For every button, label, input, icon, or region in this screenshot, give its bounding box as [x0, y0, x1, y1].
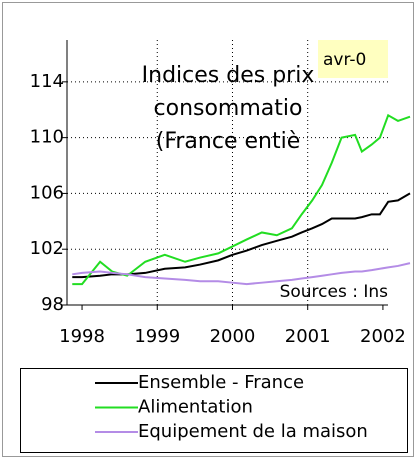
series-line [72, 262, 411, 286]
x-tick-label: 2001 [285, 326, 331, 347]
x-tick-label: 2002 [360, 326, 406, 347]
series-line [72, 192, 411, 279]
source: Sources : Ins [280, 282, 389, 302]
legend-label: Alimentation [138, 397, 253, 418]
series-line [72, 113, 411, 286]
y-tick-label: 114 [30, 71, 64, 92]
date-box [318, 40, 388, 78]
legend-label: Ensemble - France [138, 372, 304, 393]
legend-box [20, 368, 408, 453]
date-label: avr-0 [323, 50, 366, 70]
y-tick-label: 106 [30, 182, 64, 203]
legend-label: Equipement de la maison [138, 421, 368, 442]
x-tick-label: 1998 [59, 326, 105, 347]
x-tick-label: 1999 [134, 326, 180, 347]
title-line: consommatio [154, 96, 303, 121]
title-line: Indices des prix [142, 63, 315, 88]
y-tick-label: 98 [41, 294, 64, 315]
title-line: (France entiè [156, 129, 300, 154]
y-tick-label: 110 [30, 127, 64, 148]
y-tick-label: 102 [30, 238, 64, 259]
x-tick-label: 2000 [210, 326, 256, 347]
